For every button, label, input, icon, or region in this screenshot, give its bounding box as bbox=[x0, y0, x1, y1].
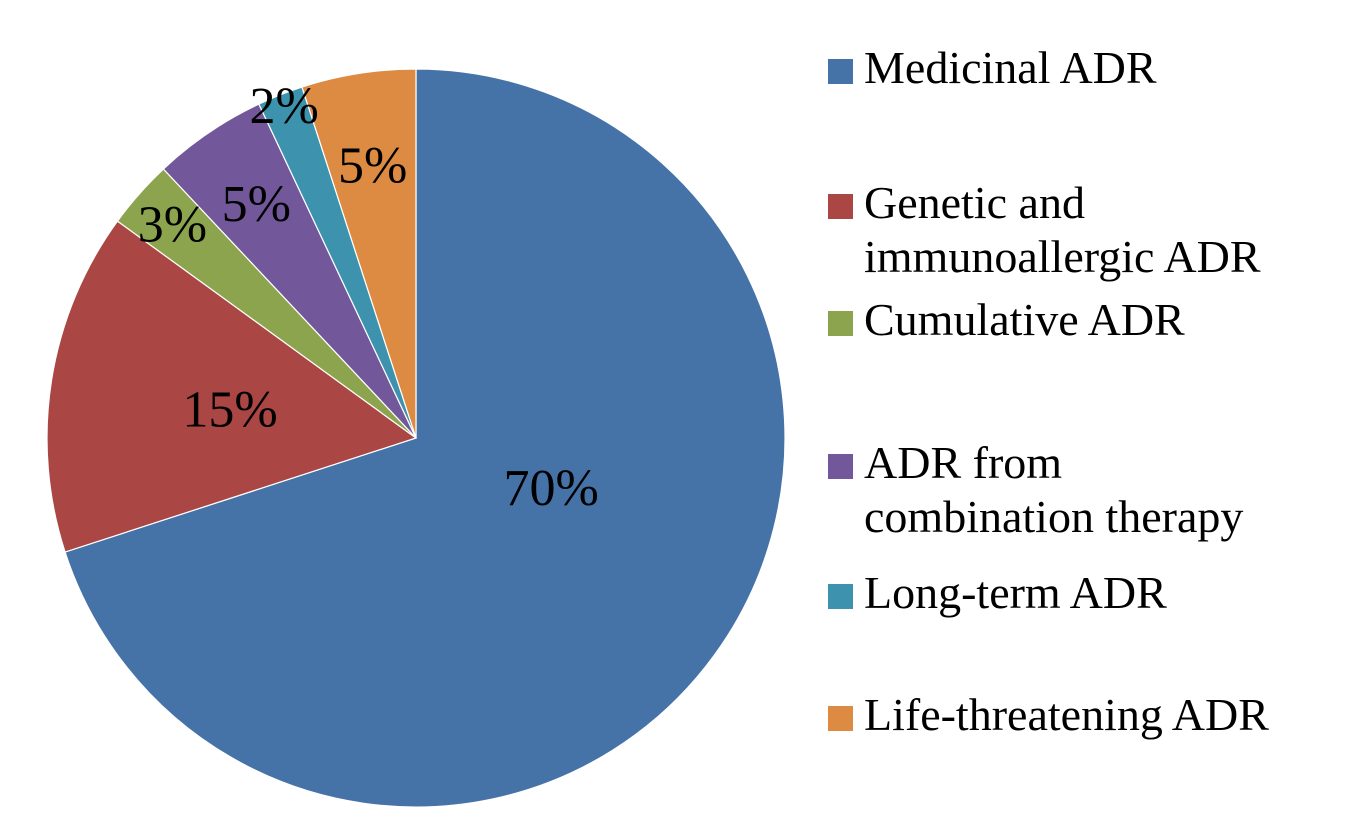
legend-swatch-icon bbox=[828, 59, 853, 84]
pie-slice-genetic-and-immunoallergic-adr bbox=[46, 220, 418, 553]
pie-value-label-genetic-and-immunoallergic-adr: 15% bbox=[182, 382, 277, 439]
legend-item-medicinal-adr: Medicinal ADR bbox=[828, 41, 1157, 95]
pie-value-label-medicinal-adr: 70% bbox=[504, 460, 599, 517]
legend-item-label: ADR from combination therapy bbox=[864, 437, 1244, 542]
legend-item-label: Long-term ADR bbox=[864, 567, 1167, 618]
chart-legend: Medicinal ADR Genetic and immunoallergic… bbox=[828, 0, 1353, 832]
legend-item-long-term-adr: Long-term ADR bbox=[828, 566, 1167, 620]
legend-item-label: Cumulative ADR bbox=[864, 294, 1185, 345]
legend-swatch-icon bbox=[828, 194, 853, 219]
pie-value-label-cumulative-adr: 3% bbox=[138, 196, 207, 253]
pie-slice-life-threatening-adr bbox=[301, 68, 417, 439]
legend-item-cumulative-adr: Cumulative ADR bbox=[828, 293, 1185, 347]
pie-slice-medicinal-adr bbox=[64, 68, 786, 808]
pie-value-label-adr-from-combination-therapy: 5% bbox=[222, 176, 291, 233]
pie-value-label-life-threatening-adr: 5% bbox=[338, 138, 407, 195]
legend-item-genetic-and-immunoallergic-adr: Genetic and immunoallergic ADR bbox=[828, 176, 1261, 284]
pie-value-label-long-term-adr: 2% bbox=[250, 78, 319, 135]
legend-swatch-icon bbox=[828, 706, 853, 731]
legend-swatch-icon bbox=[828, 454, 853, 479]
legend-swatch-icon bbox=[828, 311, 853, 336]
legend-item-label: Genetic and immunoallergic ADR bbox=[864, 177, 1261, 282]
legend-item-label: Life-threatening ADR bbox=[864, 689, 1269, 740]
legend-item-adr-from-combination-therapy: ADR from combination therapy bbox=[828, 436, 1243, 544]
legend-item-label: Medicinal ADR bbox=[864, 42, 1157, 93]
legend-swatch-icon bbox=[828, 584, 853, 609]
legend-item-life-threatening-adr: Life-threatening ADR bbox=[828, 688, 1269, 742]
